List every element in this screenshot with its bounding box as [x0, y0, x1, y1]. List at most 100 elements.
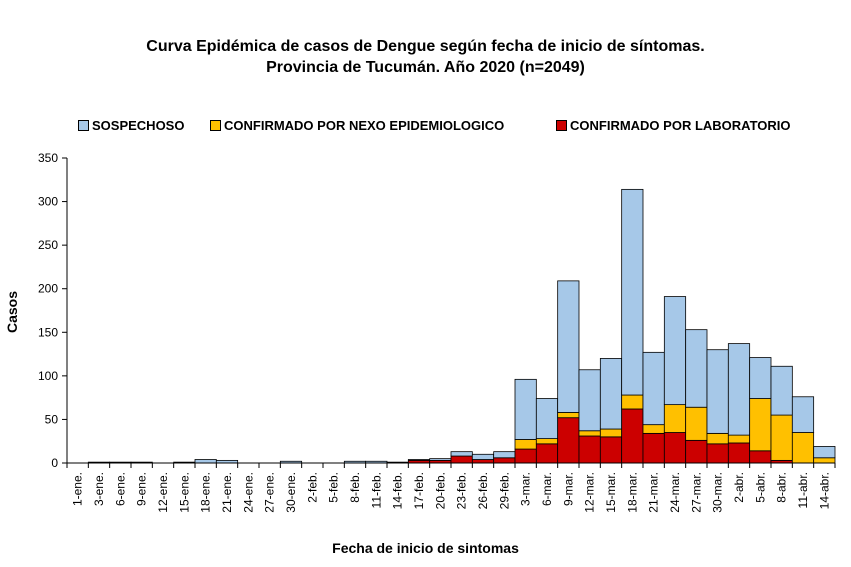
- bar-sospechoso-25: [599, 358, 623, 430]
- bar-sospechoso-30: [706, 349, 729, 434]
- bar-laboratorio-18: [450, 455, 473, 464]
- x-tick-label-4: 12-ene.: [156, 472, 170, 513]
- bar-sospechoso-27: [642, 351, 665, 426]
- y-tick-label-250: 250: [38, 238, 58, 252]
- x-tick-label-29: 27-mar.: [689, 472, 703, 513]
- x-tick-label-16: 17-feb.: [412, 472, 426, 509]
- bar-laboratorio-28: [663, 432, 687, 464]
- x-tick-label-26: 18-mar.: [625, 472, 639, 513]
- x-tick-label-1: 3-ene.: [92, 472, 106, 506]
- legend-swatch-laboratorio: [556, 120, 567, 132]
- bar-nexo-33: [770, 414, 793, 461]
- legend-item-nexo: CONFIRMADO POR NEXO EPIDEMIOLOGICO: [210, 118, 504, 134]
- legend-swatch-nexo: [210, 120, 221, 132]
- bar-sospechoso-6: [194, 459, 217, 464]
- bar-laboratorio-27: [642, 432, 665, 464]
- x-tick-label-9: 27-ene.: [263, 472, 277, 513]
- bar-laboratorio-26: [621, 408, 644, 464]
- bar-laboratorio-24: [578, 435, 601, 464]
- bar-sospechoso-18: [450, 451, 473, 457]
- bar-sospechoso-17: [429, 458, 452, 461]
- bar-nexo-22: [535, 438, 559, 445]
- x-tick-label-21: 3-mar.: [519, 472, 533, 506]
- x-tick-label-5: 15-ene.: [177, 472, 191, 513]
- bar-laboratorio-22: [535, 443, 559, 464]
- y-tick-label-350: 350: [38, 151, 58, 165]
- x-tick-label-10: 30-ene.: [284, 472, 298, 513]
- y-tick-label-300: 300: [38, 195, 58, 209]
- bar-laboratorio-23: [557, 417, 580, 464]
- x-tick-label-35: 14-abr.: [817, 472, 831, 509]
- x-tick-label-28: 24-mar.: [668, 472, 682, 513]
- bar-sospechoso-34: [791, 396, 815, 433]
- x-tick-label-34: 11-abr.: [796, 472, 810, 508]
- bar-nexo-32: [749, 398, 772, 452]
- bar-sospechoso-24: [578, 369, 601, 432]
- bar-sospechoso-19: [471, 453, 495, 460]
- bar-laboratorio-20: [493, 457, 516, 464]
- y-tick-label-100: 100: [38, 369, 58, 383]
- x-tick-label-24: 12-mar.: [583, 472, 597, 513]
- x-tick-label-17: 20-feb.: [433, 472, 447, 509]
- x-tick-label-25: 15-mar.: [604, 472, 618, 513]
- x-tick-label-6: 18-ene.: [199, 472, 213, 513]
- x-tick-label-0: 1-ene.: [71, 472, 85, 506]
- bar-sospechoso-23: [557, 280, 580, 413]
- bar-laboratorio-21: [514, 448, 537, 464]
- bar-sospechoso-16: [407, 459, 431, 461]
- bar-nexo-28: [663, 404, 687, 433]
- x-tick-label-33: 8-abr.: [775, 472, 789, 503]
- legend-label-sospechoso: SOSPECHOSO: [92, 118, 185, 133]
- bar-sospechoso-26: [621, 188, 644, 396]
- bar-sospechoso-20: [493, 451, 516, 459]
- chart-legend: SOSPECHOSO CONFIRMADO POR NEXO EPIDEMIOL…: [0, 118, 851, 134]
- bars-group: [87, 188, 836, 464]
- bar-sospechoso-33: [770, 365, 793, 416]
- bar-laboratorio-32: [749, 450, 772, 464]
- x-tick-label-27: 21-mar.: [647, 472, 661, 513]
- bar-laboratorio-25: [599, 436, 623, 464]
- x-axis-title: Fecha de inicio de sintomas: [332, 540, 519, 556]
- x-tick-label-19: 26-feb.: [476, 472, 490, 509]
- x-tick-label-3: 9-ene.: [135, 472, 149, 506]
- chart-subtitle: Provincia de Tucumán. Año 2020 (n=2049): [266, 59, 585, 76]
- y-tick-label-50: 50: [45, 412, 59, 426]
- x-tick-label-20: 29-feb.: [497, 472, 511, 509]
- legend-item-sospechoso: SOSPECHOSO: [78, 118, 184, 134]
- bar-nexo-26: [621, 394, 644, 410]
- bar-nexo-35: [813, 457, 836, 464]
- legend-swatch-sospechoso: [78, 120, 89, 132]
- bar-sospechoso-28: [663, 296, 687, 406]
- bar-laboratorio-31: [727, 442, 751, 464]
- x-tick-label-22: 6-mar.: [540, 472, 554, 506]
- bar-nexo-24: [578, 430, 601, 437]
- bar-nexo-29: [685, 406, 708, 441]
- x-tick-label-11: 2-feb.: [305, 472, 319, 503]
- bar-nexo-21: [514, 439, 537, 450]
- legend-label-laboratorio: CONFIRMADO POR LABORATORIO: [570, 118, 791, 133]
- x-tick-label-30: 30-mar.: [711, 472, 725, 513]
- x-tick-label-12: 5-feb.: [327, 472, 341, 503]
- bar-sospechoso-35: [813, 446, 836, 459]
- x-tick-label-32: 5-abr.: [753, 472, 767, 503]
- bar-nexo-30: [706, 432, 729, 445]
- chart-title: Curva Epidémica de casos de Dengue según…: [146, 38, 705, 55]
- x-tick-label-31: 2-abr.: [732, 472, 746, 503]
- bar-laboratorio-30: [706, 443, 729, 464]
- bar-sospechoso-32: [749, 357, 772, 399]
- x-tick-label-18: 23-feb.: [455, 472, 469, 509]
- bar-sospechoso-29: [685, 329, 708, 408]
- bar-laboratorio-19: [471, 459, 495, 464]
- bar-nexo-31: [727, 434, 751, 444]
- y-tick-label-200: 200: [38, 282, 58, 296]
- x-tick-label-8: 24-ene.: [241, 472, 255, 513]
- bar-nexo-23: [557, 412, 580, 419]
- bar-sospechoso-22: [535, 398, 559, 440]
- bar-sospechoso-31: [727, 343, 751, 436]
- bar-laboratorio-29: [685, 439, 708, 464]
- legend-label-nexo: CONFIRMADO POR NEXO EPIDEMIOLOGICO: [224, 118, 505, 133]
- x-tick-label-7: 21-ene.: [220, 472, 234, 513]
- bar-nexo-34: [791, 432, 815, 464]
